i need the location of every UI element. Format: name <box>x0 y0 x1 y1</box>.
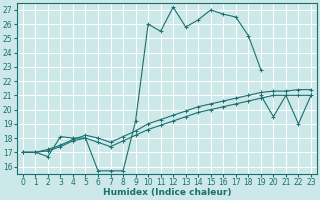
X-axis label: Humidex (Indice chaleur): Humidex (Indice chaleur) <box>103 188 231 197</box>
